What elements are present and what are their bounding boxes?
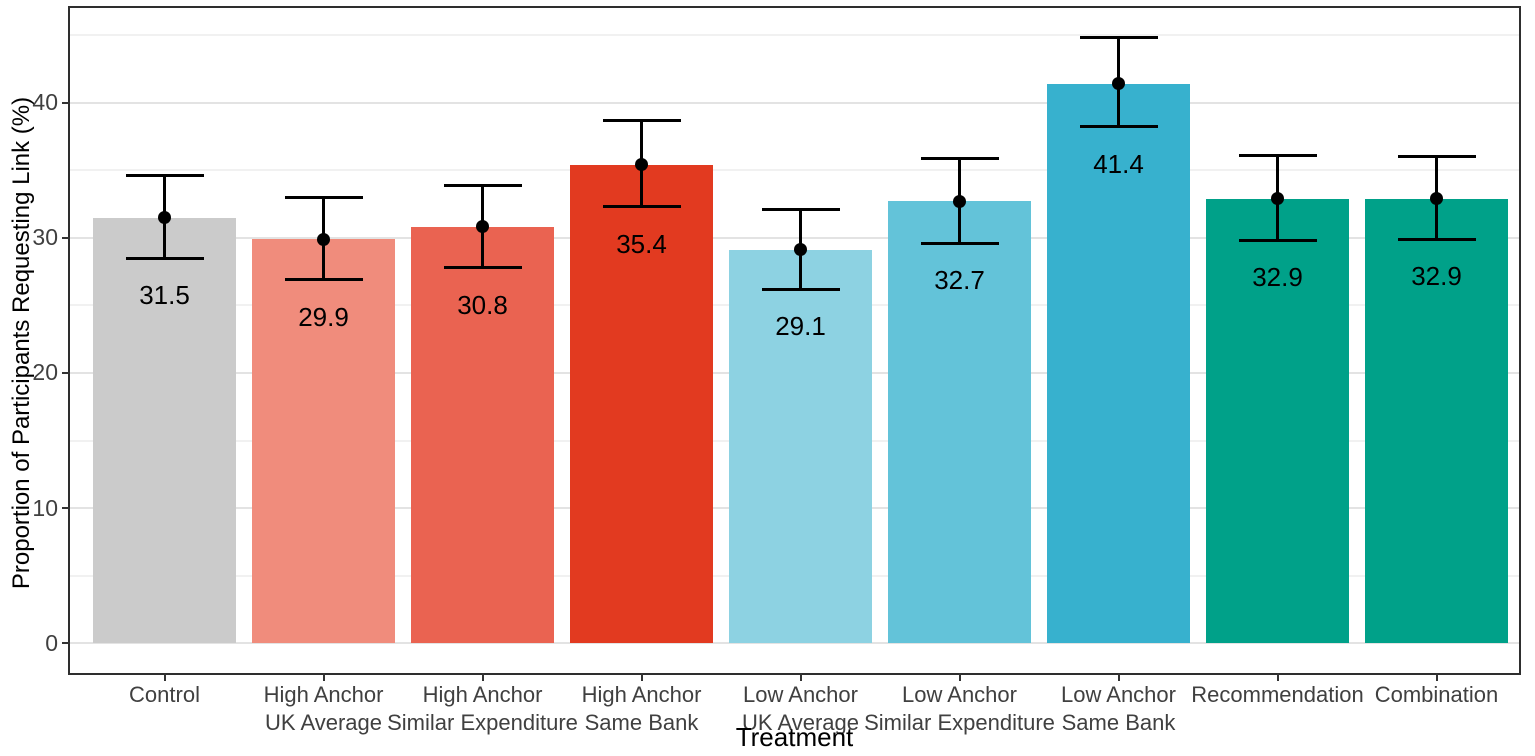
error-bar-cap-bottom [443,266,522,269]
x-axis-tick [640,673,643,681]
point-estimate-marker [317,232,330,246]
x-axis-tick [322,673,325,681]
y-axis-title: Proportion of Participants Requesting Li… [8,96,35,590]
point-estimate-marker [1112,77,1125,91]
y-axis-tick [62,642,70,645]
error-bar-cap-bottom [761,287,840,291]
x-axis-tick-label: Low Anchor Similar Expenditure [864,682,1055,735]
point-estimate-marker [635,158,648,172]
bar-value-label: 29.1 [775,311,826,342]
bar-value-label: 32.9 [1252,262,1303,293]
x-axis-tick-label: Recommendation [1191,682,1364,707]
point-estimate-marker [1271,192,1284,206]
error-bar-cap-top [125,174,204,178]
bar [1365,198,1508,644]
error-bar-cap-bottom [284,278,363,282]
error-bar-cap-top [1238,153,1317,157]
error-bar-cap-top [284,195,363,199]
plot-panel: 31.5 29.9 30.8 35.4 29.1 32.7 41.4 32.9 32.9 [68,6,1521,675]
error-bar-cap-bottom [1238,238,1317,242]
bar [888,201,1031,644]
error-bar-cap-top [443,183,522,187]
error-bar-cap-bottom [1397,237,1476,241]
y-axis-tick [62,507,70,510]
y-axis-tick [62,371,70,374]
point-estimate-marker [953,194,966,208]
y-axis-tick-label: 30 [32,224,58,251]
x-axis-tick [1435,673,1438,681]
error-bar-cap-top [1079,36,1158,40]
minor-gridline [70,169,1519,172]
bar [1047,83,1190,644]
x-axis-tick [481,673,484,681]
bar [1206,198,1349,644]
error-bar-cap-top [602,118,681,122]
point-estimate-marker [476,220,489,234]
x-axis-tick-label: Control [129,682,200,707]
major-gridline [70,642,1519,645]
major-gridline [70,236,1519,239]
x-axis-tick-label: Low Anchor UK Average [741,682,859,735]
bar-value-label: 29.9 [298,301,349,332]
y-axis-tick-label: 0 [45,629,58,656]
x-axis-tick-label: Combination [1374,682,1499,707]
x-axis-tick [163,673,166,681]
bar-value-label: 32.9 [1411,261,1462,292]
x-axis-tick-label: High Anchor Same Bank [581,682,702,735]
minor-gridline [70,34,1519,37]
bar [729,249,872,644]
y-axis-tick-label: 40 [32,89,58,116]
bar [570,164,713,644]
major-gridline [70,101,1519,104]
bar-value-label: 32.7 [934,265,985,296]
error-bar-cap-top [920,156,999,160]
bar-value-label: 41.4 [1093,148,1144,179]
x-axis-tick [799,673,802,681]
x-axis-tick-label: High Anchor Similar Expenditure [387,682,578,735]
error-bar-cap-bottom [1079,125,1158,129]
x-axis-tick-label: High Anchor UK Average [263,682,384,735]
bar-value-label: 31.5 [139,280,190,311]
point-estimate-marker [158,211,171,224]
error-bar-cap-top [761,207,840,211]
x-axis-tick [958,673,961,681]
x-axis-tick-label: Low Anchor Same Bank [1061,682,1176,735]
y-axis-tick [62,236,70,239]
x-axis-tick [1276,673,1279,681]
y-axis-tick [62,101,70,104]
error-bar-cap-bottom [602,205,681,209]
error-bar-cap-bottom [920,241,999,245]
y-axis-tick-label: 20 [32,359,58,386]
bar-value-label: 35.4 [616,228,667,259]
point-estimate-marker [794,243,807,257]
bar-value-label: 30.8 [457,289,508,320]
point-estimate-marker [1430,192,1443,206]
y-axis-tick-label: 10 [32,494,58,521]
bar [411,226,554,644]
x-axis-title: Treatment [735,722,854,752]
error-bar-cap-bottom [125,256,204,260]
x-axis-tick [1117,673,1120,681]
error-bar-cap-top [1397,155,1476,159]
bar [252,239,395,644]
bar [93,217,236,644]
